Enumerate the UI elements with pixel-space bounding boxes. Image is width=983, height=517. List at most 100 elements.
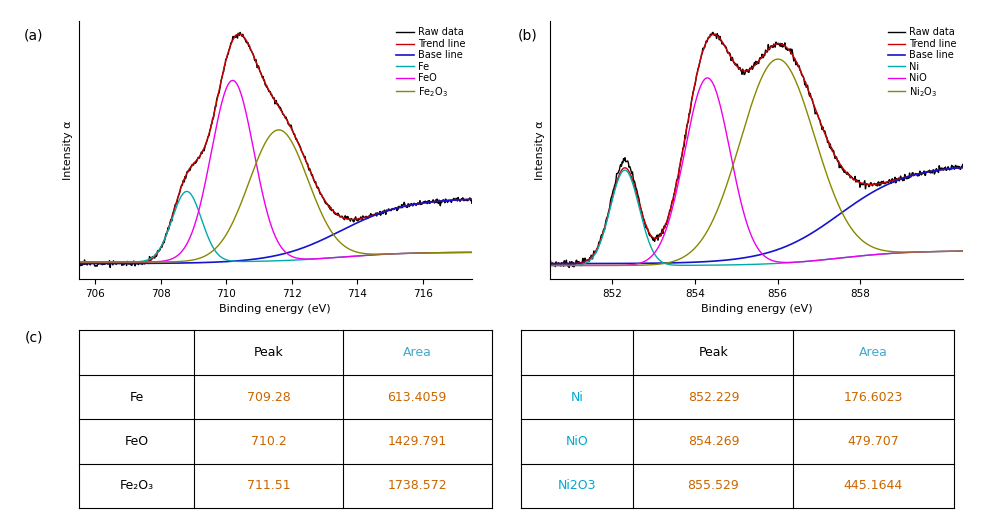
Raw data: [175, 186, 187, 192]
Raw data: [73, 260, 85, 266]
Text: NiO: NiO: [566, 435, 589, 448]
Ni: [617, 168, 629, 174]
Text: 854.269: 854.269: [688, 435, 739, 448]
Trend line: [788, 55, 800, 62]
Line: Trend line: Trend line: [550, 34, 963, 264]
FeO: [466, 249, 478, 255]
Raw data: [707, 29, 719, 36]
NiO: [732, 186, 744, 192]
Trend line: [821, 135, 833, 142]
Text: 479.707: 479.707: [847, 435, 899, 448]
Ni: [619, 167, 631, 173]
Fe: [143, 256, 154, 263]
Ni: [652, 255, 664, 261]
Ni: [788, 259, 800, 265]
FeO: [252, 165, 263, 171]
Ni: [856, 253, 868, 259]
Raw data: [563, 264, 575, 270]
Fe: [305, 256, 317, 262]
Base line: [73, 261, 85, 267]
Raw data: [652, 232, 664, 238]
Text: FeO: FeO: [125, 435, 148, 448]
Raw data: [104, 264, 116, 270]
Ni$_2$O$_3$: [772, 56, 783, 62]
Legend: Raw data, Trend line, Base line, Ni, NiO, Ni$_2$O$_3$: Raw data, Trend line, Base line, Ni, NiO…: [886, 25, 958, 100]
Base line: [820, 221, 832, 227]
Base line: [174, 260, 186, 266]
FeO: [174, 251, 186, 257]
Fe: [370, 252, 381, 258]
Text: Peak: Peak: [254, 346, 283, 359]
Line: Ni$_2$O$_3$: Ni$_2$O$_3$: [550, 59, 963, 266]
Line: Ni: Ni: [550, 170, 963, 266]
Text: Ni2O3: Ni2O3: [558, 479, 597, 492]
Ni$_2$O$_3$: [617, 262, 629, 268]
Fe$_2$O$_3$: [251, 159, 262, 165]
Ni: [545, 263, 556, 269]
NiO: [702, 75, 714, 81]
Base line: [545, 261, 556, 267]
Ni$_2$O$_3$: [731, 148, 743, 155]
Text: 613.4059: 613.4059: [387, 390, 447, 403]
Text: (c): (c): [25, 330, 43, 344]
Trend line: [466, 196, 478, 202]
NiO: [651, 247, 663, 253]
Trend line: [617, 165, 629, 171]
Base line: [788, 240, 800, 246]
Text: (b): (b): [517, 28, 537, 42]
Fe$_2$O$_3$: [305, 185, 317, 191]
Base line: [305, 242, 317, 248]
Raw data: [732, 66, 744, 72]
Y-axis label: Intensity α: Intensity α: [535, 120, 545, 180]
Line: NiO: NiO: [550, 78, 963, 266]
Ni: [957, 248, 969, 254]
Line: FeO: FeO: [79, 81, 472, 262]
Raw data: [466, 200, 478, 206]
Text: Peak: Peak: [699, 346, 728, 359]
Line: Raw data: Raw data: [550, 33, 963, 267]
Base line: [251, 256, 262, 262]
Base line: [335, 227, 347, 234]
Fe: [181, 188, 193, 194]
Raw data: [234, 29, 246, 36]
Base line: [143, 260, 154, 266]
Trend line: [143, 258, 154, 264]
Text: Ni: Ni: [571, 390, 584, 403]
Fe$_2$O$_3$: [143, 259, 154, 265]
FeO: [227, 78, 239, 84]
Raw data: [306, 173, 318, 179]
Fe$_2$O$_3$: [336, 241, 348, 247]
Ni: [821, 256, 833, 263]
Base line: [731, 256, 743, 262]
Text: 176.6023: 176.6023: [843, 390, 903, 403]
Line: Fe: Fe: [79, 191, 472, 262]
Text: 1738.572: 1738.572: [387, 479, 447, 492]
Trend line: [73, 261, 85, 267]
Line: Base line: Base line: [79, 199, 472, 264]
Fe: [252, 258, 263, 264]
Base line: [957, 164, 969, 171]
Trend line: [856, 180, 868, 186]
Trend line: [732, 64, 744, 70]
Fe: [73, 259, 85, 265]
Text: 852.229: 852.229: [688, 390, 739, 403]
Raw data: [336, 214, 348, 220]
Fe: [174, 196, 186, 202]
Fe$_2$O$_3$: [370, 251, 381, 257]
Fe: [466, 249, 478, 255]
Raw data: [857, 181, 869, 188]
Fe$_2$O$_3$: [466, 249, 478, 255]
Trend line: [252, 62, 263, 68]
Trend line: [957, 164, 969, 171]
Raw data: [371, 210, 382, 216]
Trend line: [370, 211, 381, 218]
NiO: [788, 259, 800, 265]
NiO: [821, 256, 833, 263]
NiO: [957, 248, 969, 254]
Base line: [651, 260, 663, 266]
Trend line: [708, 31, 720, 37]
Fe$_2$O$_3$: [273, 127, 285, 133]
Text: 855.529: 855.529: [687, 479, 739, 492]
Fe$_2$O$_3$: [174, 258, 186, 265]
Raw data: [618, 157, 630, 163]
